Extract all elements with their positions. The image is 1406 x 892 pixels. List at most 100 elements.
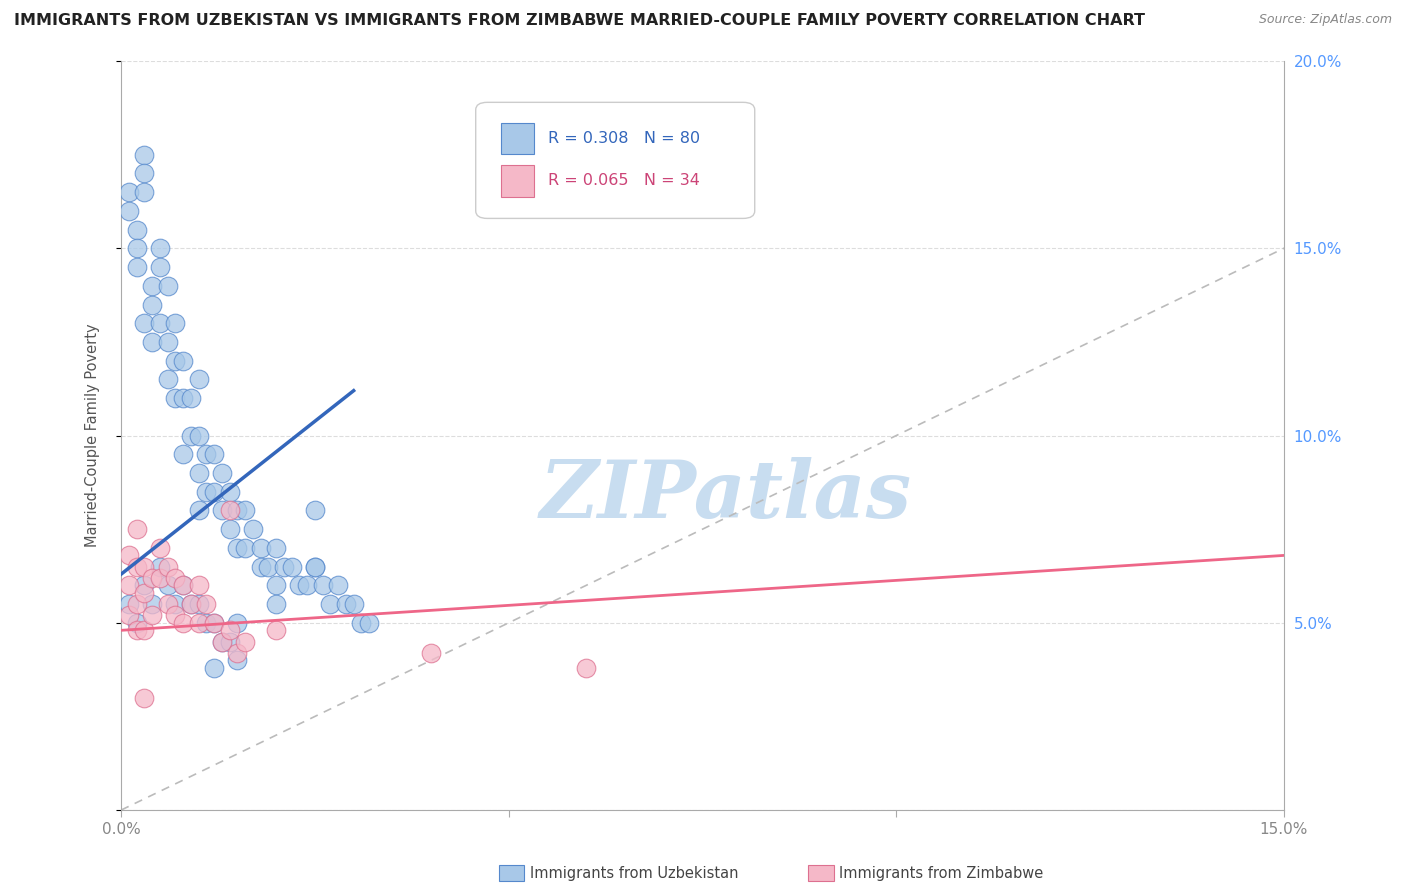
Point [172, 447, 194, 461]
Point [242, 522, 264, 536]
Point [156, 278, 179, 293]
Point [218, 484, 240, 499]
Point [165, 608, 187, 623]
Text: R = 0.308   N = 80: R = 0.308 N = 80 [548, 131, 700, 145]
Point [257, 559, 280, 574]
Point [233, 541, 256, 555]
Point [202, 615, 225, 630]
Point [141, 334, 163, 349]
Text: ZIPatlas: ZIPatlas [540, 457, 911, 534]
Point [202, 661, 225, 675]
Text: IMMIGRANTS FROM UZBEKISTAN VS IMMIGRANTS FROM ZIMBABWE MARRIED-COUPLE FAMILY POV: IMMIGRANTS FROM UZBEKISTAN VS IMMIGRANTS… [14, 13, 1144, 29]
Point [226, 541, 249, 555]
Point [226, 653, 249, 667]
Point [187, 578, 209, 592]
Point [172, 353, 194, 368]
Point [288, 578, 311, 592]
Point [202, 447, 225, 461]
Point [335, 597, 357, 611]
Point [187, 503, 209, 517]
Point [218, 624, 240, 638]
Point [134, 316, 156, 330]
Point [141, 571, 163, 585]
Point [156, 578, 179, 592]
Point [180, 428, 202, 442]
Point [211, 634, 233, 648]
Point [304, 559, 326, 574]
Point [165, 353, 187, 368]
Point [319, 597, 342, 611]
Point [141, 608, 163, 623]
Point [226, 503, 249, 517]
Point [134, 690, 156, 705]
Point [195, 447, 218, 461]
Point [125, 624, 148, 638]
Point [165, 571, 187, 585]
Point [218, 634, 240, 648]
Text: R = 0.065   N = 34: R = 0.065 N = 34 [548, 173, 700, 188]
Point [165, 391, 187, 405]
Point [180, 391, 202, 405]
Point [264, 624, 287, 638]
Y-axis label: Married-Couple Family Poverty: Married-Couple Family Poverty [86, 324, 100, 548]
Point [195, 484, 218, 499]
Point [118, 549, 141, 563]
Point [264, 597, 287, 611]
Point [264, 578, 287, 592]
Point [343, 597, 366, 611]
Point [295, 578, 318, 592]
Point [156, 372, 179, 386]
Point [149, 241, 172, 255]
Point [149, 260, 172, 274]
Point [118, 203, 141, 218]
Point [211, 466, 233, 480]
Point [118, 185, 141, 199]
Point [134, 578, 156, 592]
Point [165, 597, 187, 611]
Point [125, 241, 148, 255]
Point [187, 372, 209, 386]
Point [172, 578, 194, 592]
Point [118, 597, 141, 611]
Point [180, 597, 202, 611]
Point [125, 597, 148, 611]
Point [187, 466, 209, 480]
Point [125, 615, 148, 630]
Text: Immigrants from Uzbekistan: Immigrants from Uzbekistan [530, 866, 738, 880]
Point [125, 522, 148, 536]
FancyBboxPatch shape [502, 165, 534, 197]
Point [141, 297, 163, 311]
Point [149, 316, 172, 330]
Point [187, 428, 209, 442]
Point [195, 597, 218, 611]
Point [134, 166, 156, 180]
Point [218, 522, 240, 536]
Point [226, 646, 249, 660]
Point [149, 559, 172, 574]
Point [165, 316, 187, 330]
Point [118, 608, 141, 623]
Point [180, 597, 202, 611]
Point [172, 578, 194, 592]
Text: Immigrants from Zimbabwe: Immigrants from Zimbabwe [839, 866, 1043, 880]
Point [575, 661, 598, 675]
Point [226, 615, 249, 630]
Point [233, 503, 256, 517]
Point [202, 615, 225, 630]
Point [118, 578, 141, 592]
Point [359, 615, 381, 630]
Point [350, 615, 373, 630]
FancyBboxPatch shape [475, 103, 755, 219]
Point [134, 624, 156, 638]
Point [420, 646, 443, 660]
Point [202, 484, 225, 499]
Point [134, 559, 156, 574]
Point [125, 260, 148, 274]
Point [156, 559, 179, 574]
Point [195, 615, 218, 630]
Point [264, 541, 287, 555]
Point [149, 541, 172, 555]
Point [328, 578, 350, 592]
Point [187, 597, 209, 611]
FancyBboxPatch shape [502, 122, 534, 154]
